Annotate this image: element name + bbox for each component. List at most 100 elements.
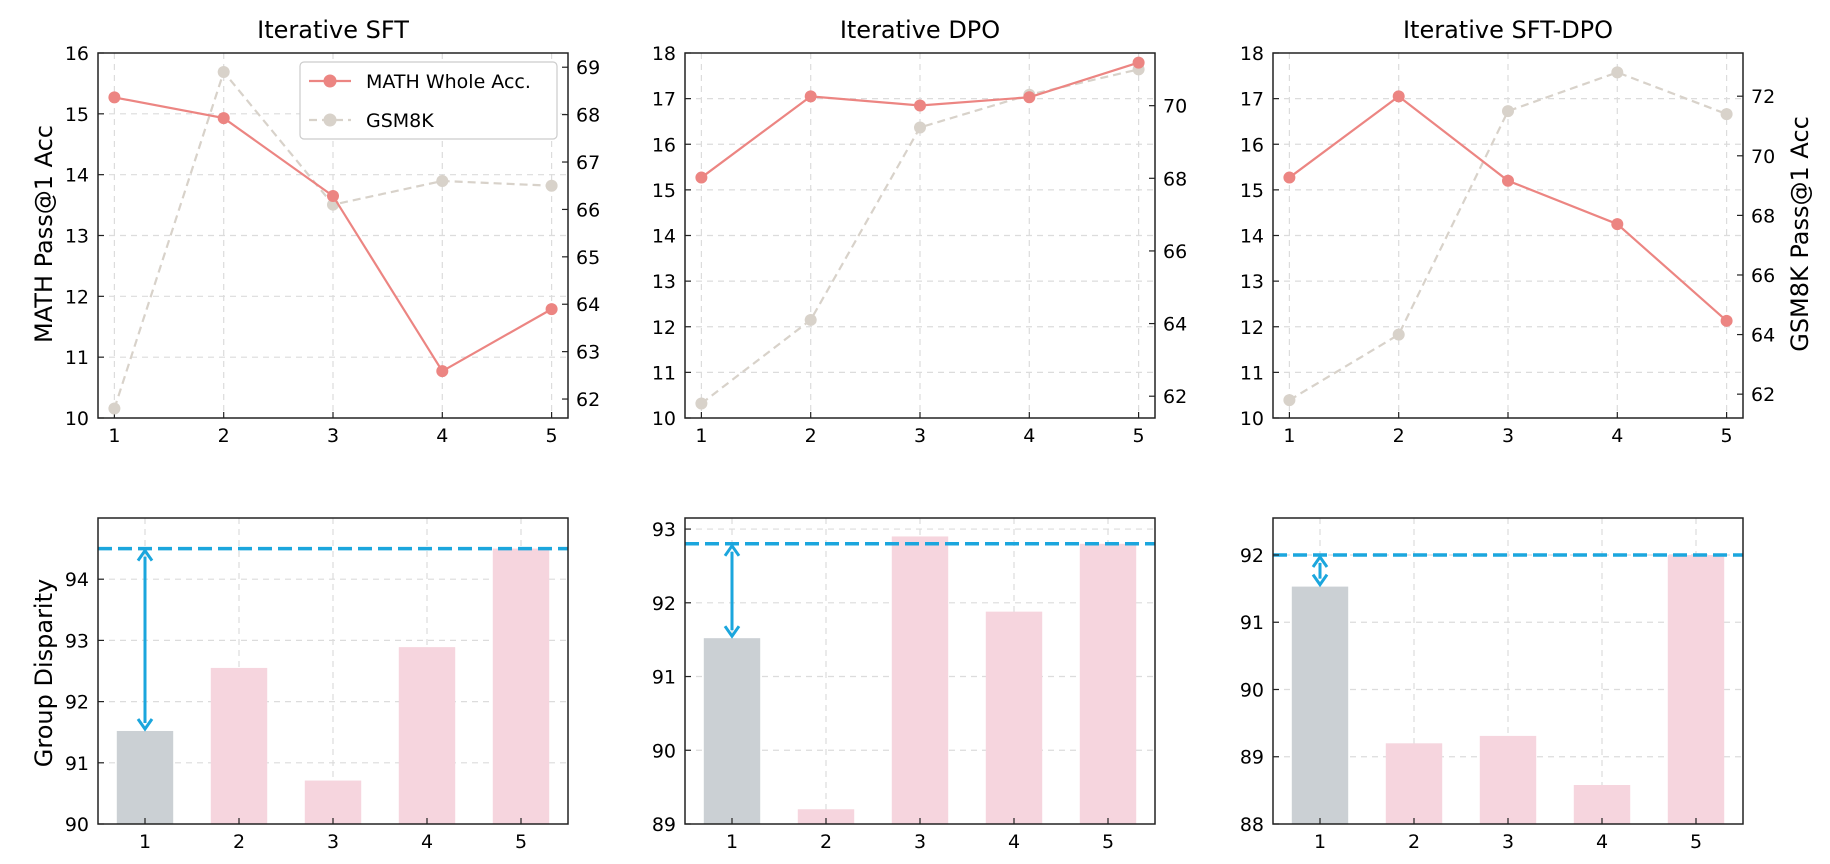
y-tick-label-right: 64	[1751, 325, 1775, 347]
bar-baseline	[116, 730, 174, 824]
legend-math-label: MATH Whole Acc.	[366, 71, 531, 93]
y-tick-label: 90	[65, 814, 89, 836]
y-tick-label-left: 11	[652, 362, 676, 384]
x-tick-label: 4	[1611, 425, 1623, 447]
x-tick-label: 4	[421, 831, 433, 853]
y-tick-label-left: 17	[652, 89, 676, 111]
legend-frame	[299, 61, 558, 140]
bar	[1479, 735, 1537, 824]
y-tick-label-right: 64	[1163, 314, 1187, 336]
y-tick-label-right: 62	[1163, 386, 1187, 408]
y-tick-label-left: 11	[65, 347, 89, 369]
math-point	[914, 99, 926, 112]
x-tick-label: 1	[726, 831, 738, 853]
panel-iterative-sft: Iterative SFT101112131415166263646566676…	[65, 16, 600, 447]
y-tick-label-left: 13	[1240, 271, 1264, 293]
gsm8k-point	[1611, 66, 1624, 79]
chart-title: Iterative DPO	[840, 16, 1000, 44]
y-tick-label: 92	[652, 593, 676, 615]
math-point	[217, 112, 230, 125]
y-tick-label-right: 66	[1163, 241, 1187, 263]
y-tick-label-left: 15	[1240, 180, 1264, 202]
legend-gsm8k-marker	[323, 113, 337, 127]
math-point	[1720, 314, 1733, 327]
legend-gsm8k-label: GSM8K	[366, 110, 434, 132]
panel-iterative-sft-dpo: Iterative SFT-DPO10111213141516171862646…	[1240, 16, 1775, 447]
math-point	[695, 171, 708, 184]
gsm8k-point	[1720, 108, 1733, 121]
y-tick-label-left: 12	[652, 317, 676, 339]
math-axis-label: MATH Pass@1 Acc	[30, 125, 58, 343]
math-point	[1132, 56, 1145, 69]
math-point	[1283, 171, 1296, 184]
y-tick-label-left: 18	[652, 43, 676, 65]
y-tick-label-left: 16	[1240, 134, 1264, 156]
math-point	[545, 303, 558, 316]
legend: MATH Whole Acc. GSM8K	[299, 61, 558, 140]
y-tick-label: 92	[1240, 545, 1264, 567]
y-tick-label-left: 16	[65, 43, 89, 65]
y-tick-label: 93	[65, 630, 89, 652]
bar	[492, 548, 550, 824]
gap-arrow-head-top	[136, 547, 154, 562]
y-tick-label: 91	[652, 667, 676, 689]
gsm8k-point	[804, 313, 817, 326]
y-tick-label-left: 14	[1240, 226, 1264, 248]
x-tick-label: 2	[820, 831, 832, 853]
x-tick-label: 3	[1502, 425, 1514, 447]
math-point	[327, 189, 339, 202]
y-tick-label-left: 10	[65, 408, 89, 430]
x-tick-label: 1	[108, 425, 120, 447]
y-tick-label-right: 66	[1751, 265, 1775, 287]
y-tick-label-right: 63	[576, 342, 600, 364]
x-tick-label: 3	[1502, 831, 1514, 853]
math-point	[1611, 218, 1624, 231]
y-tick-label: 90	[652, 740, 676, 762]
gsm8k-point	[545, 179, 558, 192]
x-tick-label: 4	[436, 425, 448, 447]
x-tick-label: 2	[1393, 425, 1405, 447]
y-tick-label-right: 68	[1751, 205, 1775, 227]
x-tick-label: 5	[546, 425, 558, 447]
y-tick-label-right: 66	[576, 199, 600, 221]
gsm8k-point	[695, 397, 708, 410]
math-point	[804, 90, 817, 103]
x-tick-label: 2	[218, 425, 230, 447]
x-tick-label: 1	[695, 425, 707, 447]
gsm8k-point	[914, 121, 926, 134]
x-tick-label: 1	[1283, 425, 1295, 447]
gsm8k-point	[436, 174, 449, 187]
x-tick-label: 2	[805, 425, 817, 447]
y-tick-label: 89	[1240, 747, 1264, 769]
gsm8k-series-line	[1288, 71, 1727, 402]
math-point	[436, 365, 449, 378]
y-tick-label-right: 62	[576, 389, 600, 411]
bar	[304, 780, 362, 824]
legend-math-marker	[323, 74, 337, 88]
group-disparity-axis-label: Group Disparity	[30, 579, 58, 767]
x-tick-label: 5	[515, 831, 527, 853]
bar	[1385, 743, 1443, 824]
x-tick-label: 4	[1596, 831, 1608, 853]
y-tick-label-right: 72	[1751, 86, 1775, 108]
y-tick-label-left: 12	[65, 286, 89, 308]
y-tick-label-left: 17	[1240, 89, 1264, 111]
y-tick-label-left: 14	[652, 226, 676, 248]
y-tick-label-right: 69	[576, 57, 600, 79]
y-tick-label-left: 10	[652, 408, 676, 430]
y-tick-label-left: 13	[65, 226, 89, 248]
y-tick-label-left: 10	[1240, 408, 1264, 430]
math-point	[1023, 91, 1036, 104]
chart-title: Iterative SFT	[257, 16, 409, 44]
x-tick-label: 5	[1690, 831, 1702, 853]
y-tick-label-right: 68	[576, 105, 600, 127]
bar	[985, 611, 1043, 824]
gsm8k-point	[108, 402, 121, 415]
bar	[1667, 554, 1725, 824]
x-tick-label: 3	[327, 425, 339, 447]
y-tick-label-left: 15	[652, 180, 676, 202]
math-point	[1502, 174, 1514, 187]
y-tick-label: 90	[1240, 679, 1264, 701]
gsm8k-point	[1502, 105, 1514, 118]
